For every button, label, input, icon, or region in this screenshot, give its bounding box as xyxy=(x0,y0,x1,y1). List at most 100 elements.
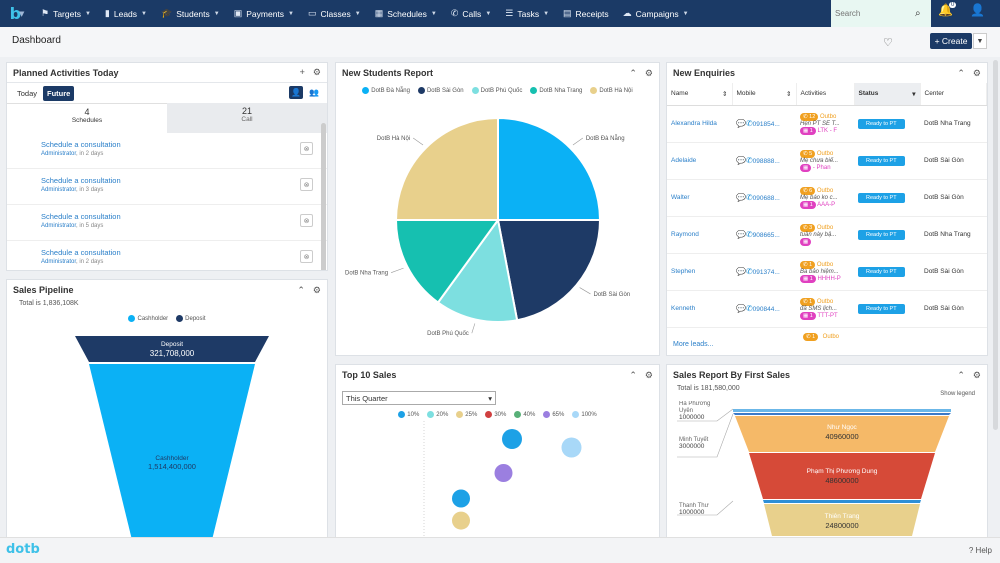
deposit-segment[interactable] xyxy=(75,336,269,362)
lead-name-link[interactable]: Adelaide xyxy=(667,142,732,180)
table-row[interactable]: Adelaide 💬✆098888... ✆ 5 Outbo Mẹ chưa biế.… xyxy=(667,142,987,180)
pie-slice[interactable] xyxy=(496,219,602,322)
gear-icon[interactable]: ⚙ xyxy=(972,369,981,380)
more-leads-link[interactable]: More leads... xyxy=(673,341,714,348)
bell-icon[interactable]: 🔔 0 xyxy=(938,2,957,17)
table-row[interactable]: Raymond 💬✆908665... ✆ 3 Outbo tuần này bậ..… xyxy=(667,216,987,254)
cashholder-segment[interactable] xyxy=(89,364,255,539)
plus-icon[interactable]: + xyxy=(299,67,305,77)
table-row[interactable]: Alexandra Hilda 💬✆091854... ✆ 12 Outbo Hẹn … xyxy=(667,105,987,143)
mobile-number[interactable]: 908665... xyxy=(752,232,780,239)
activity-owner[interactable]: Administrator xyxy=(41,151,77,157)
tab-today[interactable]: Today xyxy=(17,88,38,98)
list-item[interactable]: Schedule a consultation Administrator, in… xyxy=(7,169,327,205)
activity-owner[interactable]: Administrator xyxy=(41,259,77,265)
list-item[interactable]: Schedule a consultation Administrator, in… xyxy=(7,241,327,270)
activity-title[interactable]: Schedule a consultation xyxy=(41,140,121,149)
heart-icon[interactable]: ♡ xyxy=(883,37,893,49)
table-row[interactable]: Walter 💬✆090688... ✆ 6 Outbo Mẹ báo ko c...… xyxy=(667,179,987,217)
phone-icon[interactable]: ✆ xyxy=(745,193,753,202)
group-users-icon[interactable]: 👥 xyxy=(309,88,319,97)
chevron-up-icon[interactable]: ⌃ xyxy=(629,369,637,380)
chevron-up-icon[interactable]: ⌃ xyxy=(629,67,637,78)
scatter-point[interactable] xyxy=(452,489,470,508)
lead-name-link[interactable]: Alexandra Hilda xyxy=(667,105,732,143)
complete-checkbox-icon[interactable]: ⊗ xyxy=(300,178,313,191)
nav-classes[interactable]: ▭ Classes ▼ xyxy=(301,0,368,27)
search-icon[interactable]: ⌕ xyxy=(915,8,921,19)
calls-tab[interactable]: 21 Call xyxy=(167,103,327,133)
chat-icon[interactable]: 💬 xyxy=(736,193,746,202)
phone-icon[interactable]: ✆ xyxy=(745,267,753,276)
chevron-up-icon[interactable]: ⌃ xyxy=(957,369,965,380)
complete-checkbox-icon[interactable]: ⊗ xyxy=(300,214,313,227)
table-row[interactable]: Kenneth 💬✆090844... ✆ 1 Outbo đã SMS lịch..… xyxy=(667,290,987,328)
nav-payments[interactable]: ▣ Payments ▼ xyxy=(227,0,301,27)
funnel-segment[interactable] xyxy=(749,453,935,499)
lead-name-link[interactable]: Raymond xyxy=(667,216,732,254)
create-button[interactable]: + Create xyxy=(930,33,972,49)
activity-owner[interactable]: Administrator xyxy=(41,223,77,229)
nav-receipts[interactable]: ▤ Receipts xyxy=(556,0,616,27)
activity-owner[interactable]: Administrator xyxy=(41,187,77,193)
show-legend-link[interactable]: Show legend xyxy=(940,391,975,397)
period-select[interactable]: This Quarter ▾ xyxy=(342,391,496,405)
col-name[interactable]: Name ⇕ xyxy=(667,83,733,106)
page-scrollbar[interactable] xyxy=(993,60,998,430)
list-item[interactable]: Schedule a consultation Administrator, in… xyxy=(7,133,327,169)
phone-icon[interactable]: ✆ xyxy=(745,304,753,313)
pie-slice[interactable] xyxy=(497,116,602,221)
schedules-tab[interactable]: 4 Schedules xyxy=(7,103,167,133)
lead-name-link[interactable]: Stephen xyxy=(667,253,732,291)
gear-icon[interactable]: ⚙ xyxy=(644,369,653,380)
scatter-point[interactable] xyxy=(561,437,582,458)
nav-leads[interactable]: ▮ Leads ▼ xyxy=(98,0,154,27)
single-user-icon[interactable]: 👤 xyxy=(289,86,303,99)
complete-checkbox-icon[interactable]: ⊗ xyxy=(300,142,313,155)
chat-icon[interactable]: 💬 xyxy=(736,304,746,313)
gear-icon[interactable]: ⚙ xyxy=(312,67,321,77)
mobile-number[interactable]: 090688... xyxy=(752,195,780,202)
gear-icon[interactable]: ⚙ xyxy=(972,67,981,78)
mobile-number[interactable]: 098888... xyxy=(752,158,780,165)
scatter-point[interactable] xyxy=(502,429,522,449)
funnel-segment[interactable] xyxy=(733,409,951,412)
col-status[interactable]: Status ▾ xyxy=(854,83,921,106)
activity-title[interactable]: Schedule a consultation xyxy=(41,176,121,185)
nav-calls[interactable]: ✆ Calls ▼ xyxy=(444,0,498,27)
funnel-segment[interactable] xyxy=(763,500,921,503)
funnel-segment[interactable] xyxy=(764,504,920,536)
funnel-segment[interactable] xyxy=(735,416,949,452)
nav-students[interactable]: 🎓 Students ▼ xyxy=(154,0,227,27)
help-link[interactable]: ? Help xyxy=(969,546,992,555)
pie-slice[interactable] xyxy=(436,217,519,323)
col-mobile[interactable]: Mobile ⇕ xyxy=(732,83,797,106)
list-item[interactable]: Schedule a consultation Administrator, in… xyxy=(7,205,327,241)
table-row[interactable]: Stephen 💬✆091374... ✆ 1 Outbo Ba bảo hiệm..… xyxy=(667,253,987,291)
create-dropdown-icon[interactable]: ▼ xyxy=(973,33,987,49)
lead-name-link[interactable]: Walter xyxy=(667,179,732,217)
search-box[interactable]: ⌕ xyxy=(831,0,931,27)
user-menu-icon[interactable]: 👤 xyxy=(970,3,985,17)
search-input[interactable] xyxy=(835,9,915,18)
lead-name-link[interactable]: Kenneth xyxy=(667,290,732,328)
nav-targets[interactable]: ⚑ Targets ▼ xyxy=(34,0,98,27)
mobile-number[interactable]: 090844... xyxy=(752,306,780,313)
phone-icon[interactable]: ✆ xyxy=(745,156,753,165)
scrollbar[interactable] xyxy=(321,123,326,270)
chat-icon[interactable]: 💬 xyxy=(736,267,746,276)
mobile-number[interactable]: 091854... xyxy=(752,121,780,128)
chat-icon[interactable]: 💬 xyxy=(736,119,746,128)
phone-icon[interactable]: ✆ xyxy=(745,230,753,239)
complete-checkbox-icon[interactable]: ⊗ xyxy=(300,250,313,263)
phone-icon[interactable]: ✆ xyxy=(745,119,753,128)
pie-slice[interactable] xyxy=(394,116,499,221)
nav-schedules[interactable]: ▦ Schedules ▼ xyxy=(368,0,444,27)
pie-slice[interactable] xyxy=(394,219,500,304)
gear-icon[interactable]: ⚙ xyxy=(312,284,321,295)
col-center[interactable]: Center xyxy=(920,83,987,106)
activity-title[interactable]: Schedule a consultation xyxy=(41,248,121,257)
nav-campaigns[interactable]: ☁ Campaigns ▼ xyxy=(616,0,696,27)
app-logo[interactable]: b ▼ xyxy=(9,4,25,23)
chat-icon[interactable]: 💬 xyxy=(736,156,746,165)
